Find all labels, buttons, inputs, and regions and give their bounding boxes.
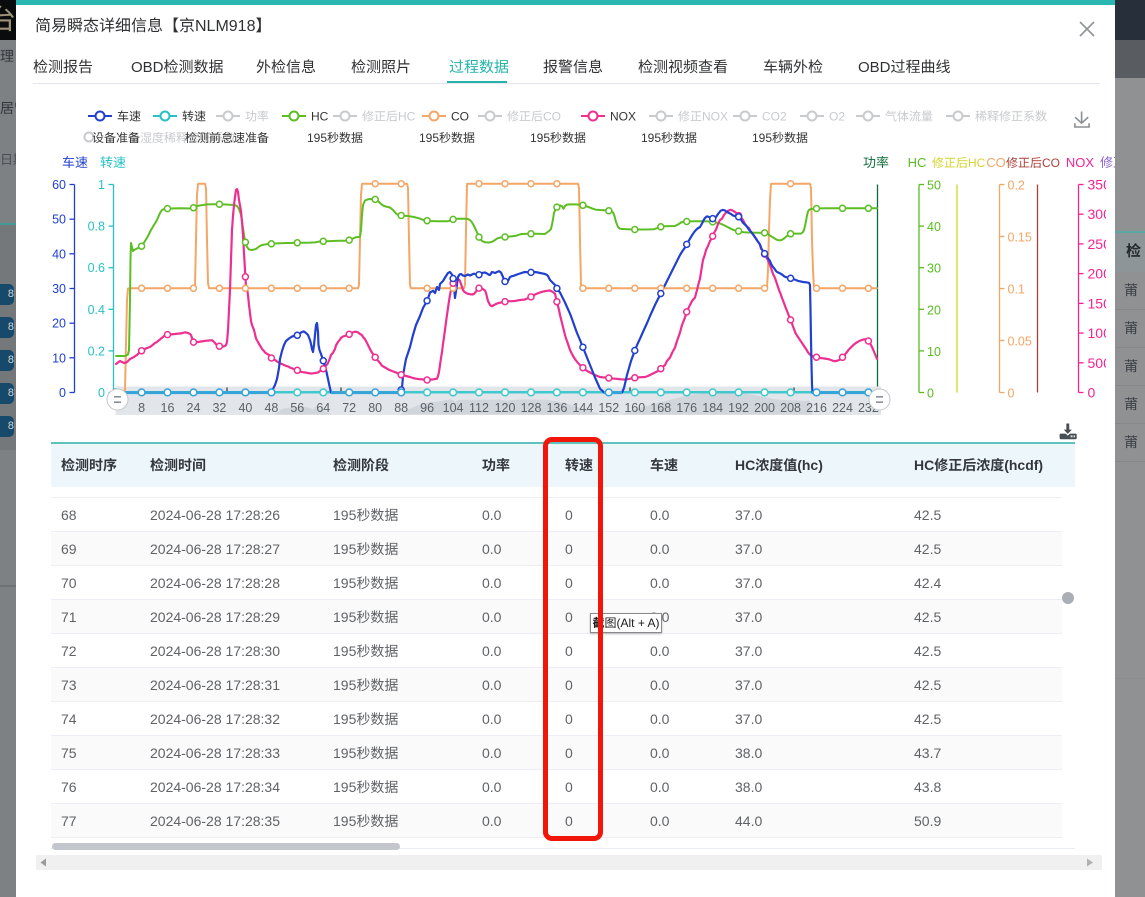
- svg-text:48: 48: [264, 401, 278, 415]
- svg-text:195秒数据: 195秒数据: [641, 131, 697, 145]
- svg-text:0: 0: [1008, 387, 1015, 401]
- svg-text:O2: O2: [829, 110, 845, 124]
- svg-text:40: 40: [927, 220, 941, 234]
- svg-text:184: 184: [702, 401, 723, 415]
- svg-text:0.8: 0.8: [88, 220, 105, 234]
- svg-text:64: 64: [316, 401, 330, 415]
- svg-text:修正后CO: 修正后CO: [507, 110, 561, 124]
- svg-text:72: 72: [342, 401, 356, 415]
- svg-text:转速: 转速: [100, 155, 126, 170]
- svg-text:1: 1: [98, 178, 105, 192]
- svg-text:112: 112: [469, 401, 489, 415]
- svg-text:195秒数据: 195秒数据: [307, 131, 363, 145]
- svg-text:24: 24: [187, 401, 201, 415]
- svg-text:10: 10: [927, 345, 941, 359]
- svg-text:50: 50: [927, 179, 941, 193]
- svg-text:0.4: 0.4: [88, 303, 105, 317]
- svg-text:功率: 功率: [863, 155, 889, 170]
- svg-text:40: 40: [238, 401, 252, 415]
- svg-text:200: 200: [754, 401, 775, 415]
- svg-text:检测前怠速准备: 检测前怠速准备: [185, 131, 269, 145]
- svg-text:144: 144: [572, 401, 593, 415]
- svg-text:0: 0: [98, 386, 105, 400]
- svg-text:0.05: 0.05: [1008, 335, 1032, 349]
- svg-text:30: 30: [52, 282, 66, 296]
- svg-text:195秒数据: 195秒数据: [752, 131, 808, 145]
- svg-text:500: 500: [1088, 355, 1112, 371]
- svg-text:NOX: NOX: [610, 110, 636, 124]
- svg-text:稀释修正系数: 稀释修正系数: [975, 110, 1047, 124]
- svg-text:转速: 转速: [182, 110, 206, 124]
- svg-text:功率: 功率: [245, 110, 269, 124]
- svg-text:32: 32: [212, 401, 226, 415]
- svg-text:88: 88: [394, 401, 408, 415]
- svg-text:60: 60: [52, 178, 66, 192]
- svg-text:168: 168: [650, 401, 671, 415]
- svg-text:20: 20: [927, 303, 941, 317]
- svg-text:16: 16: [161, 401, 175, 415]
- svg-text:修正后HC: 修正后HC: [362, 110, 416, 124]
- svg-text:修正后CO: 修正后CO: [1006, 156, 1060, 170]
- svg-text:0.2: 0.2: [1008, 179, 1025, 193]
- svg-text:56: 56: [290, 401, 304, 415]
- svg-text:152: 152: [598, 401, 619, 415]
- svg-text:CO2: CO2: [762, 110, 787, 124]
- svg-text:修正后HC: 修正后HC: [932, 156, 986, 170]
- svg-text:30: 30: [927, 262, 941, 276]
- svg-text:HC: HC: [908, 155, 927, 170]
- svg-text:0: 0: [59, 386, 66, 400]
- svg-text:温湿度稀释修正系数: 温湿度稀释修正系数: [128, 131, 236, 145]
- svg-text:0.2: 0.2: [88, 344, 105, 358]
- svg-text:50: 50: [52, 213, 66, 227]
- svg-text:0.15: 0.15: [1008, 231, 1032, 245]
- svg-text:10: 10: [52, 351, 66, 365]
- svg-text:NOX: NOX: [1066, 155, 1095, 170]
- svg-text:195秒数据: 195秒数据: [419, 131, 475, 145]
- svg-text:车速: 车速: [62, 155, 88, 170]
- svg-text:216: 216: [806, 401, 827, 415]
- svg-text:176: 176: [676, 401, 697, 415]
- svg-text:136: 136: [546, 401, 567, 415]
- svg-text:96: 96: [420, 401, 434, 415]
- svg-text:0.1: 0.1: [1008, 283, 1025, 297]
- svg-text:120: 120: [495, 401, 516, 415]
- svg-text:8: 8: [138, 401, 145, 415]
- svg-text:128: 128: [521, 401, 542, 415]
- svg-text:80: 80: [368, 401, 382, 415]
- svg-text:195秒数据: 195秒数据: [530, 131, 586, 145]
- svg-text:CO: CO: [451, 110, 469, 124]
- svg-text:CO: CO: [986, 155, 1006, 170]
- svg-text:20: 20: [52, 317, 66, 331]
- svg-text:0.6: 0.6: [88, 261, 105, 275]
- svg-text:224: 224: [832, 401, 853, 415]
- svg-text:0: 0: [927, 387, 934, 401]
- svg-text:车速: 车速: [117, 110, 141, 124]
- svg-text:160: 160: [624, 401, 645, 415]
- svg-text:208: 208: [780, 401, 801, 415]
- svg-text:0: 0: [1088, 385, 1096, 401]
- svg-text:104: 104: [443, 401, 464, 415]
- svg-text:气体流量: 气体流量: [885, 110, 933, 124]
- svg-text:修正NOX: 修正NOX: [678, 110, 728, 124]
- svg-text:40: 40: [52, 247, 66, 261]
- svg-text:192: 192: [728, 401, 749, 415]
- svg-text:HC: HC: [311, 110, 329, 124]
- svg-text:设备准备: 设备准备: [92, 131, 140, 145]
